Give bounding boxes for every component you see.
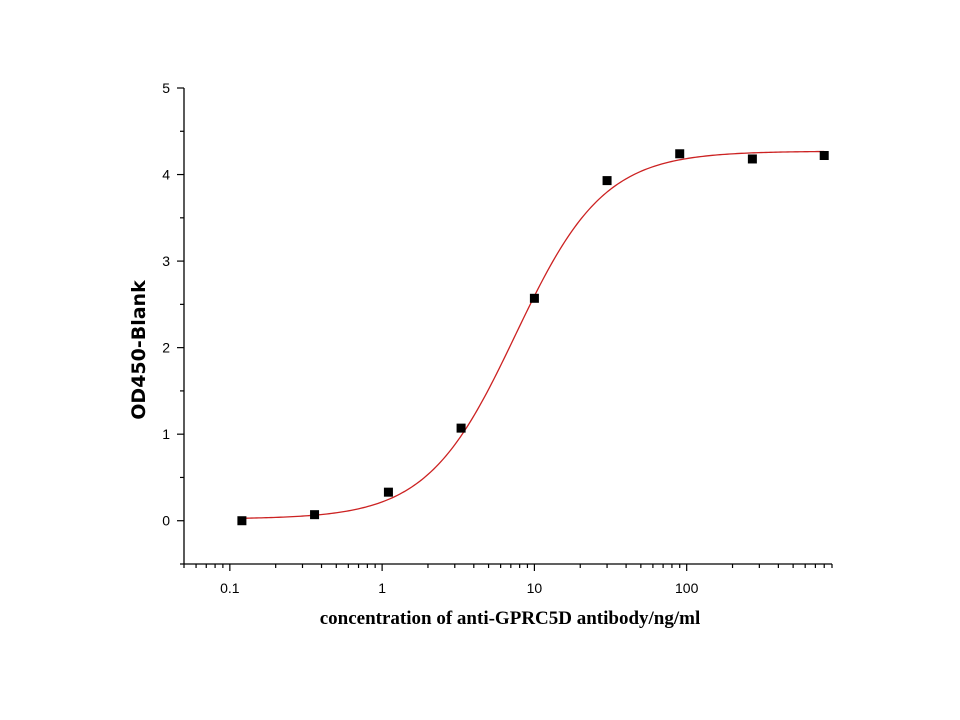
x-axis-ticks bbox=[183, 564, 833, 571]
data-point bbox=[529, 293, 539, 303]
y-tick-label: 1 bbox=[162, 426, 170, 442]
x-tick-label: 0.1 bbox=[220, 580, 240, 596]
data-point bbox=[747, 154, 757, 164]
data-point bbox=[310, 510, 320, 520]
y-tick-label: 0 bbox=[162, 513, 170, 529]
y-axis-tick-labels: 0 1 2 3 4 5 bbox=[162, 80, 170, 529]
y-axis-ticks bbox=[177, 87, 184, 565]
fit-curve bbox=[241, 150, 825, 519]
y-tick-label: 5 bbox=[162, 80, 170, 96]
data-point bbox=[383, 487, 393, 497]
y-axis-label: OD450-Blank bbox=[128, 280, 150, 420]
data-point bbox=[456, 423, 466, 433]
x-tick-label: 1 bbox=[378, 580, 386, 596]
x-axis-tick-labels: 0.1 1 10 100 bbox=[220, 580, 698, 596]
x-tick-label: 10 bbox=[527, 580, 543, 596]
data-point bbox=[675, 149, 685, 159]
x-axis-label: concentration of anti-GPRC5D antibody/ng… bbox=[320, 608, 701, 629]
y-tick-label: 3 bbox=[162, 253, 170, 269]
y-tick-label: 4 bbox=[162, 167, 170, 183]
data-points bbox=[237, 149, 829, 526]
data-point bbox=[602, 176, 612, 186]
x-tick-label: 100 bbox=[675, 580, 699, 596]
y-tick-label: 2 bbox=[162, 340, 170, 356]
data-point bbox=[237, 516, 247, 526]
data-point bbox=[819, 151, 829, 161]
